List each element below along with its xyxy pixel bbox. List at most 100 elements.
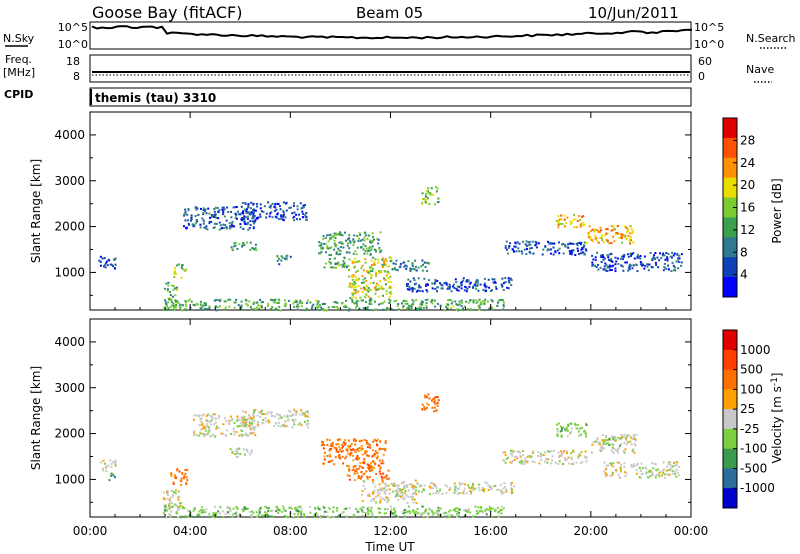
heatmap-cell — [624, 471, 626, 474]
heatmap-cell — [342, 441, 345, 444]
heatmap-cell — [616, 232, 618, 234]
heatmap-cell — [240, 428, 243, 431]
heatmap-cell — [624, 225, 626, 228]
velocity-colorbar-swatch — [723, 488, 737, 509]
heatmap-cell — [373, 260, 376, 263]
heatmap-cell — [505, 240, 508, 243]
heatmap-cell — [373, 489, 376, 492]
heatmap-cell — [278, 305, 281, 308]
heatmap-cell — [183, 268, 186, 271]
heatmap-cell — [434, 305, 437, 308]
heatmap-cell — [218, 209, 221, 212]
heatmap-cell — [632, 433, 635, 436]
heatmap-cell — [289, 414, 292, 417]
heatmap-cell — [169, 297, 172, 300]
heatmap-cell — [271, 414, 274, 417]
heatmap-cell — [395, 299, 398, 302]
heatmap-cell — [474, 299, 477, 301]
heatmap-cell — [564, 459, 567, 461]
heatmap-cell — [602, 256, 605, 259]
power-ytick-label: 3000 — [54, 174, 85, 188]
heatmap-cell — [577, 242, 580, 244]
heatmap-cell — [446, 513, 449, 516]
heatmap-cell — [346, 464, 349, 467]
heatmap-cell — [484, 509, 486, 512]
heatmap-cell — [357, 450, 360, 452]
heatmap-cell — [237, 304, 240, 307]
heatmap-cell — [241, 434, 244, 437]
heatmap-cell — [372, 281, 375, 284]
heatmap-cell — [282, 424, 284, 427]
heatmap-cell — [594, 259, 597, 262]
heatmap-cell — [202, 509, 205, 511]
heatmap-cell — [234, 512, 237, 515]
heatmap-cell — [367, 250, 370, 252]
heatmap-cell — [462, 279, 465, 282]
heatmap-cell — [575, 242, 578, 245]
heatmap-cell — [408, 510, 411, 513]
heatmap-cell — [275, 422, 277, 425]
heatmap-cell — [243, 215, 246, 218]
heatmap-cell — [671, 261, 674, 264]
heatmap-cell — [371, 270, 374, 272]
heatmap-cell — [385, 274, 388, 277]
heatmap-cell — [582, 224, 585, 227]
velocity-colorbar-tick-label: -500 — [740, 461, 767, 475]
heatmap-cell — [337, 443, 340, 445]
heatmap-cell — [318, 241, 321, 244]
heatmap-cell — [483, 300, 486, 303]
heatmap-cell — [113, 259, 115, 261]
heatmap-cell — [457, 492, 459, 495]
heatmap-cell — [503, 282, 505, 285]
heatmap-cell — [198, 515, 201, 517]
heatmap-cell — [566, 435, 569, 438]
heatmap-cell — [184, 515, 187, 517]
heatmap-cell — [193, 430, 196, 433]
heatmap-cell — [672, 269, 675, 272]
heatmap-cell — [364, 234, 367, 237]
heatmap-cell — [354, 470, 357, 473]
heatmap-cell — [199, 300, 202, 303]
heatmap-cell — [606, 254, 609, 257]
heatmap-cell — [644, 466, 647, 469]
heatmap-cell — [410, 307, 413, 310]
heatmap-cell — [594, 264, 596, 267]
heatmap-cell — [458, 300, 461, 303]
heatmap-cell — [264, 511, 267, 514]
heatmap-cell — [603, 461, 606, 464]
heatmap-cell — [362, 248, 365, 251]
heatmap-cell — [542, 248, 545, 251]
heatmap-cell — [374, 450, 377, 453]
heatmap-cell — [349, 282, 352, 285]
heatmap-cell — [348, 469, 351, 472]
heatmap-cell — [431, 487, 434, 490]
heatmap-cell — [674, 269, 677, 272]
heatmap-cell — [307, 415, 310, 418]
heatmap-cell — [556, 433, 559, 436]
heatmap-cell — [549, 252, 552, 255]
heatmap-cell — [427, 513, 430, 515]
heatmap-cell — [327, 240, 330, 243]
heatmap-cell — [662, 471, 665, 474]
heatmap-cell — [654, 463, 657, 466]
heatmap-cell — [222, 206, 225, 209]
heatmap-cell — [510, 284, 513, 287]
heatmap-cell — [317, 508, 320, 511]
heatmap-cell — [528, 247, 531, 250]
heatmap-cell — [239, 425, 242, 428]
heatmap-cell — [186, 213, 189, 216]
heatmap-cell — [379, 507, 381, 510]
heatmap-cell — [277, 417, 280, 420]
heatmap-cell — [511, 454, 514, 457]
heatmap-cell — [666, 259, 669, 262]
heatmap-cell — [368, 476, 371, 478]
heatmap-cell — [175, 304, 178, 306]
heatmap-cell — [163, 510, 166, 513]
heatmap-cell — [467, 484, 470, 487]
heatmap-cell — [329, 266, 332, 269]
velocity-data-layer — [100, 393, 681, 519]
heatmap-cell — [323, 510, 326, 513]
heatmap-cell — [483, 277, 486, 280]
heatmap-cell — [185, 476, 188, 479]
heatmap-cell — [284, 509, 287, 512]
